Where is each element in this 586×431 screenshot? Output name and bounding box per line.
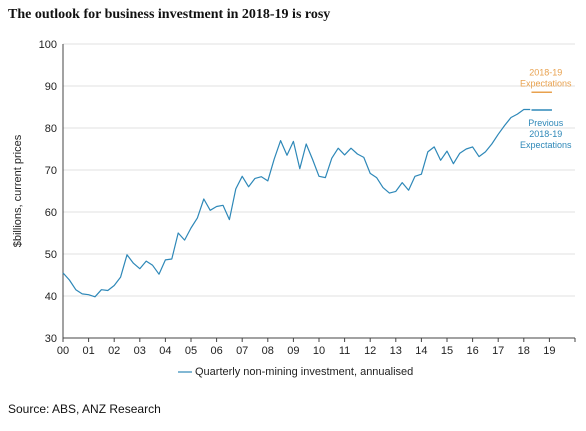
y-tick-label-40: 40 xyxy=(45,291,57,303)
x-tick-label-03: 03 xyxy=(134,345,146,357)
x-tick-label-10: 10 xyxy=(313,345,325,357)
y-tick-label-60: 60 xyxy=(45,207,57,219)
y-tick-label-70: 70 xyxy=(45,165,57,177)
expectation-label-0-1: Expectations xyxy=(520,78,572,88)
y-tick-label-90: 90 xyxy=(45,81,57,93)
expectation-label-1-0: Previous xyxy=(528,118,564,128)
x-tick-label-19: 19 xyxy=(543,345,555,357)
y-tick-label-100: 100 xyxy=(39,39,57,51)
x-tick-label-01: 01 xyxy=(82,345,94,357)
x-tick-label-11: 11 xyxy=(339,345,350,357)
y-tick-label-30: 30 xyxy=(45,333,57,345)
chart-title: The outlook for business investment in 2… xyxy=(8,7,331,22)
series-line-0 xyxy=(62,108,531,298)
legend-label: Quarterly non-mining investment, annuali… xyxy=(195,366,413,378)
x-tick-label-12: 12 xyxy=(364,345,376,357)
expectation-label-1-1: 2018-19 xyxy=(529,129,562,139)
x-tick-label-13: 13 xyxy=(390,345,402,357)
x-tick-label-09: 09 xyxy=(287,345,299,357)
x-tick-label-02: 02 xyxy=(108,345,120,357)
expectation-label-1-2: Expectations xyxy=(520,140,572,150)
y-tick-label-80: 80 xyxy=(45,123,57,135)
source-note: Source: ABS, ANZ Research xyxy=(8,402,161,416)
x-tick-label-06: 06 xyxy=(210,345,222,357)
y-axis-label: $billions, current prices xyxy=(12,134,24,247)
y-tick-label-50: 50 xyxy=(45,249,57,261)
x-tick-label-07: 07 xyxy=(236,345,248,357)
x-tick-label-00: 00 xyxy=(57,345,69,357)
expectation-label-0-0: 2018-19 xyxy=(529,67,562,77)
x-tick-label-16: 16 xyxy=(466,345,478,357)
x-tick-label-17: 17 xyxy=(492,345,504,357)
x-tick-label-04: 04 xyxy=(159,345,171,357)
x-tick-label-14: 14 xyxy=(415,345,427,357)
x-tick-label-05: 05 xyxy=(185,345,197,357)
x-tick-label-15: 15 xyxy=(441,345,453,357)
x-tick-label-08: 08 xyxy=(262,345,274,357)
x-tick-label-18: 18 xyxy=(518,345,530,357)
